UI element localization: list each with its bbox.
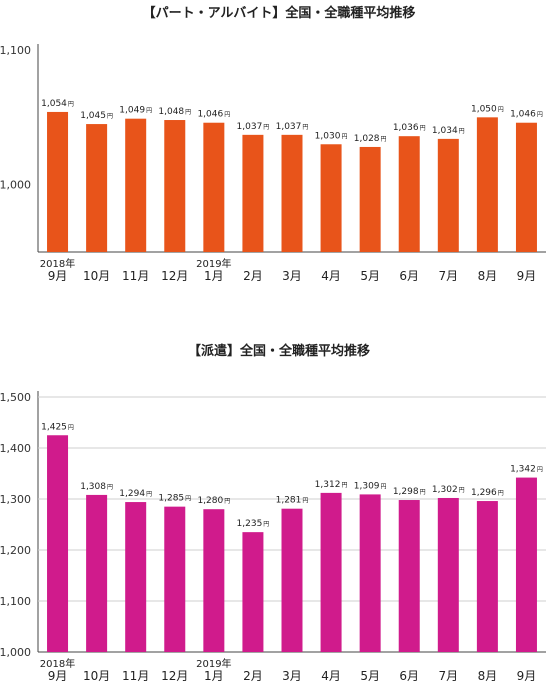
chart2-value-label: 1,312円 [315,480,348,490]
chart1-value-label: 1,045円 [80,111,113,121]
chart1-value-label: 1,046円 [510,110,543,120]
chart2-category-label: 5月 [360,669,380,683]
chart1-value-label: 1,030円 [315,131,348,141]
chart1-category-label: 2月 [243,269,263,283]
chart1-bar [242,134,264,252]
chart1-value-label: 1,046円 [197,110,230,120]
chart1-category-label: 1月 [204,269,224,283]
chart1-category-label: 3月 [282,269,302,283]
chart1-bar [515,122,537,252]
chart1-bar [476,117,498,252]
chart2-category-label: 4月 [321,669,341,683]
chart2-title: 【派遣】全国・全職種平均推移 [187,344,370,359]
chart1-category-label: 9月 [48,269,68,283]
chart1-value-label: 1,037円 [237,122,270,132]
chart1-value-label: 1,034円 [432,126,465,136]
chart1-value-label: 1,037円 [276,122,309,132]
chart1-bar [47,111,69,253]
chart2-category-label: 7月 [438,669,458,683]
chart1-category-label: 12月 [161,269,188,283]
chart2-category-label: 11月 [122,669,149,683]
chart1-year-label: 2018年 [40,257,75,270]
chart2-bar [86,494,108,652]
chart2-ytick-label: 1,400 [0,442,31,455]
chart1-ytick-label: 1,000 [0,179,31,192]
chart1-category-label: 5月 [360,269,380,283]
chart2-category-label: 8月 [478,669,498,683]
chart1-value-label: 1,050円 [471,104,504,114]
chart1-category-label: 9月 [517,269,537,283]
chart2-ytick-label: 1,500 [0,391,31,404]
chart2-bar [281,508,303,652]
chart2-bar [164,506,186,652]
chart1-category-label: 10月 [83,269,110,283]
chart1-bar [125,118,147,253]
chart1-value-label: 1,054円 [41,99,74,109]
chart1-svg: 1,0001,1001,054円9月2018年1,045円10月1,049円11… [0,44,546,283]
chart2-value-label: 1,308円 [80,482,113,492]
chart2-bar [203,509,225,652]
chart1-value-label: 1,036円 [393,123,426,133]
chart2-value-label: 1,309円 [354,481,387,491]
chart2-bar [242,532,264,652]
chart1-bar [281,134,303,252]
chart2-bar [47,435,69,652]
chart1-category-label: 11月 [122,269,149,283]
chart2-value-label: 1,425円 [41,422,74,432]
chart1-bar [164,120,186,252]
chart2-bar [437,497,459,652]
chart2-category-label: 3月 [282,669,302,683]
chart1-bar [203,122,225,252]
chart2-bar [359,494,381,652]
chart1-bar [359,146,381,252]
chart1-bar [320,144,342,252]
chart2-category-label: 2月 [243,669,263,683]
chart2-year-label: 2018年 [40,657,75,670]
chart2-value-label: 1,285円 [158,494,191,504]
chart1-bar [437,138,459,252]
chart2-ytick-label: 1,200 [0,544,31,557]
chart2-value-label: 1,296円 [471,488,504,498]
chart2-value-label: 1,294円 [119,489,152,499]
chart2-ytick-label: 1,300 [0,493,31,506]
chart2-category-label: 6月 [399,669,419,683]
chart2-bar [476,501,498,652]
chart2-value-label: 1,281円 [276,496,309,506]
chart2-bar [320,492,342,652]
chart2-ytick-label: 1,000 [0,646,31,659]
chart2-category-label: 10月 [83,669,110,683]
chart2-value-label: 1,280円 [197,496,230,506]
chart1-ytick-label: 1,100 [0,44,31,57]
chart1-value-label: 1,048円 [158,107,191,117]
chart2-category-label: 12月 [161,669,188,683]
chart1-bar [398,136,420,252]
chart2-ytick-label: 1,100 [0,595,31,608]
chart1-category-label: 8月 [478,269,498,283]
chart2-value-label: 1,342円 [510,465,543,475]
chart2-value-label: 1,298円 [393,487,426,497]
chart2-year-label: 2019年 [196,657,231,670]
chart1-title: 【パート・アルバイト】全国・全職種平均推移 [142,6,416,21]
chart1-value-label: 1,028円 [354,134,387,144]
chart1-year-label: 2019年 [196,257,231,270]
chart2-category-label: 9月 [48,669,68,683]
chart1-category-label: 6月 [399,269,419,283]
chart1-category-label: 7月 [438,269,458,283]
chart2-category-label: 1月 [204,669,224,683]
chart2-value-label: 1,302円 [432,485,465,495]
chart1-category-label: 4月 [321,269,341,283]
chart2-bar [398,500,420,652]
chart1-bar [86,124,108,252]
chart2-bar [125,502,147,652]
chart2-value-label: 1,235円 [237,519,270,529]
chart2-bar [515,477,537,652]
chart2-category-label: 9月 [517,669,537,683]
chart1-value-label: 1,049円 [119,106,152,116]
